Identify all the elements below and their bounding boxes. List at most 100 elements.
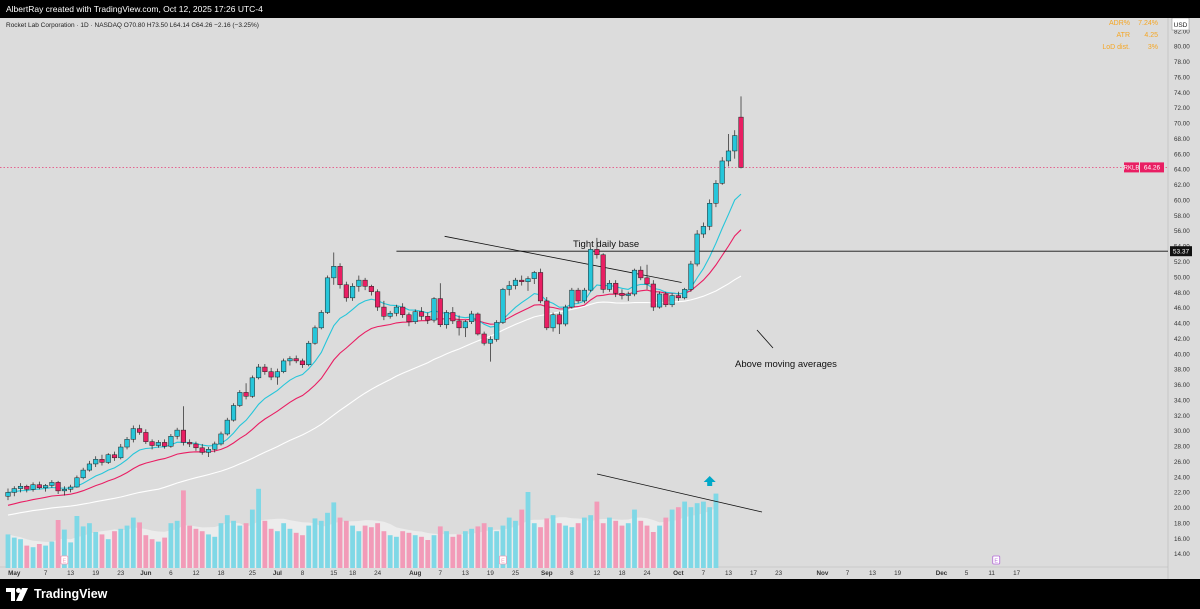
candle-body	[506, 285, 512, 290]
chart-title: Rocket Lab Corporation · 1D · NASDAQ O70…	[6, 22, 259, 29]
volume-bar	[437, 526, 443, 568]
candle-body	[500, 289, 506, 323]
y-tick-label: 62.00	[1174, 182, 1190, 189]
y-tick-label: 42.00	[1174, 336, 1190, 343]
ma-50-line	[7, 275, 742, 516]
earnings-badge	[992, 555, 1001, 565]
volume-bar	[293, 532, 299, 568]
earnings-badge	[60, 555, 69, 565]
volume-bar	[412, 535, 418, 568]
volume-bar	[707, 507, 713, 568]
annotation-lines	[0, 167, 1168, 513]
candle-body	[68, 486, 74, 490]
candle-body	[469, 313, 475, 322]
volume-bar	[68, 542, 74, 568]
candle-body	[719, 160, 725, 184]
candle-body	[563, 306, 569, 325]
y-tick-label: 82.00	[1174, 28, 1190, 35]
candle-body	[519, 279, 525, 282]
volume-bar	[600, 523, 606, 568]
candle-body	[368, 286, 374, 292]
y-tick-label: 46.00	[1174, 305, 1190, 312]
y-tick-label: 16.00	[1174, 536, 1190, 543]
y-axis[interactable]: 82.00 80.00 78.00 76.00 74.00 72.00 70.00 68.00…	[1174, 28, 1190, 558]
candle-body	[594, 249, 600, 256]
volume-bar	[137, 522, 142, 568]
x-tick-label: 7	[702, 570, 706, 577]
candles	[5, 96, 744, 501]
x-tick-label: Dec	[936, 570, 948, 577]
candle-body	[5, 492, 11, 497]
chart-svg[interactable]: 82.00 80.00 78.00 76.00 74.00 72.00 70.00 68.00…	[0, 17, 1200, 579]
moving-averages	[7, 193, 742, 516]
candle-body	[212, 443, 218, 450]
candle-body	[287, 358, 293, 362]
volume-bar	[300, 535, 305, 568]
candle-body	[707, 203, 713, 227]
credit-text: AlbertRay created with TradingView.com, …	[6, 4, 263, 14]
currency-box[interactable]	[1171, 17, 1190, 31]
candle-body	[49, 482, 55, 486]
chart-area[interactable]: 82.00 80.00 78.00 76.00 74.00 72.00 70.00 68.00…	[0, 17, 1200, 579]
volume-bar	[387, 535, 393, 568]
candle-body	[237, 392, 243, 406]
annotation-pointer-line	[756, 329, 774, 349]
candle-body	[512, 279, 519, 286]
candle-body	[350, 286, 356, 299]
up-arrow-icon	[703, 476, 716, 486]
volume-bar	[249, 509, 255, 568]
candle-body	[713, 183, 719, 204]
volume-bar	[187, 525, 193, 568]
candle-body	[556, 314, 562, 325]
candle-body	[450, 312, 456, 322]
candle-body	[631, 269, 638, 295]
x-axis[interactable]: May 7 13 19 23 Jun 6 12 18 25 Jul 8 15 18 24 Aug 7 13 19 25…	[8, 570, 1021, 577]
volume-bar	[36, 544, 42, 568]
ma-21-line	[7, 229, 742, 506]
x-tick-label: 8	[570, 570, 574, 577]
candle-body	[437, 298, 443, 326]
x-tick-label: 19	[894, 570, 902, 577]
y-tick-label: 52.00	[1174, 259, 1190, 266]
volume-bar	[632, 509, 637, 568]
y-tick-label: 30.00	[1174, 428, 1190, 435]
volume-bar	[644, 525, 650, 568]
volume-bar	[450, 536, 456, 568]
candle-body	[531, 272, 537, 279]
candle-body	[193, 443, 199, 449]
bottom-bar	[0, 579, 1200, 609]
candle-body	[619, 292, 625, 296]
candle-body	[487, 339, 493, 344]
volume-bar	[688, 507, 694, 568]
annotation-moving-averages: Above moving averages	[735, 359, 837, 370]
volume-bar	[675, 507, 681, 568]
x-tick-label: Oct	[673, 570, 684, 577]
volume-bar	[243, 523, 249, 568]
candle-body	[180, 429, 186, 443]
volume-bar	[281, 523, 287, 568]
tradingview-logo[interactable]: TradingView	[6, 586, 107, 602]
candle-body	[249, 377, 255, 397]
volume-bar	[701, 501, 706, 568]
candle-body	[725, 150, 732, 162]
volume-bar	[607, 517, 612, 568]
candle-body	[168, 436, 174, 447]
y-tick-label: 56.00	[1174, 228, 1190, 235]
volume-bar	[556, 523, 562, 568]
volume-bar	[18, 539, 23, 568]
volume-bar	[30, 547, 36, 568]
y-tick-label: 72.00	[1174, 105, 1190, 112]
volume-bar	[431, 535, 437, 568]
volume-bar	[224, 515, 230, 568]
candle-body	[418, 311, 425, 317]
candle-body	[17, 485, 24, 489]
last-price-value: 64.26	[1144, 165, 1161, 172]
candle-body	[600, 254, 606, 290]
x-tick-label: 19	[92, 570, 100, 577]
ma-10-line	[7, 193, 742, 493]
x-tick-label: 17	[1013, 570, 1021, 577]
candle-body	[24, 485, 30, 490]
volume-bar	[525, 492, 531, 568]
volume-bar	[55, 520, 61, 568]
volume-bar	[337, 517, 343, 568]
